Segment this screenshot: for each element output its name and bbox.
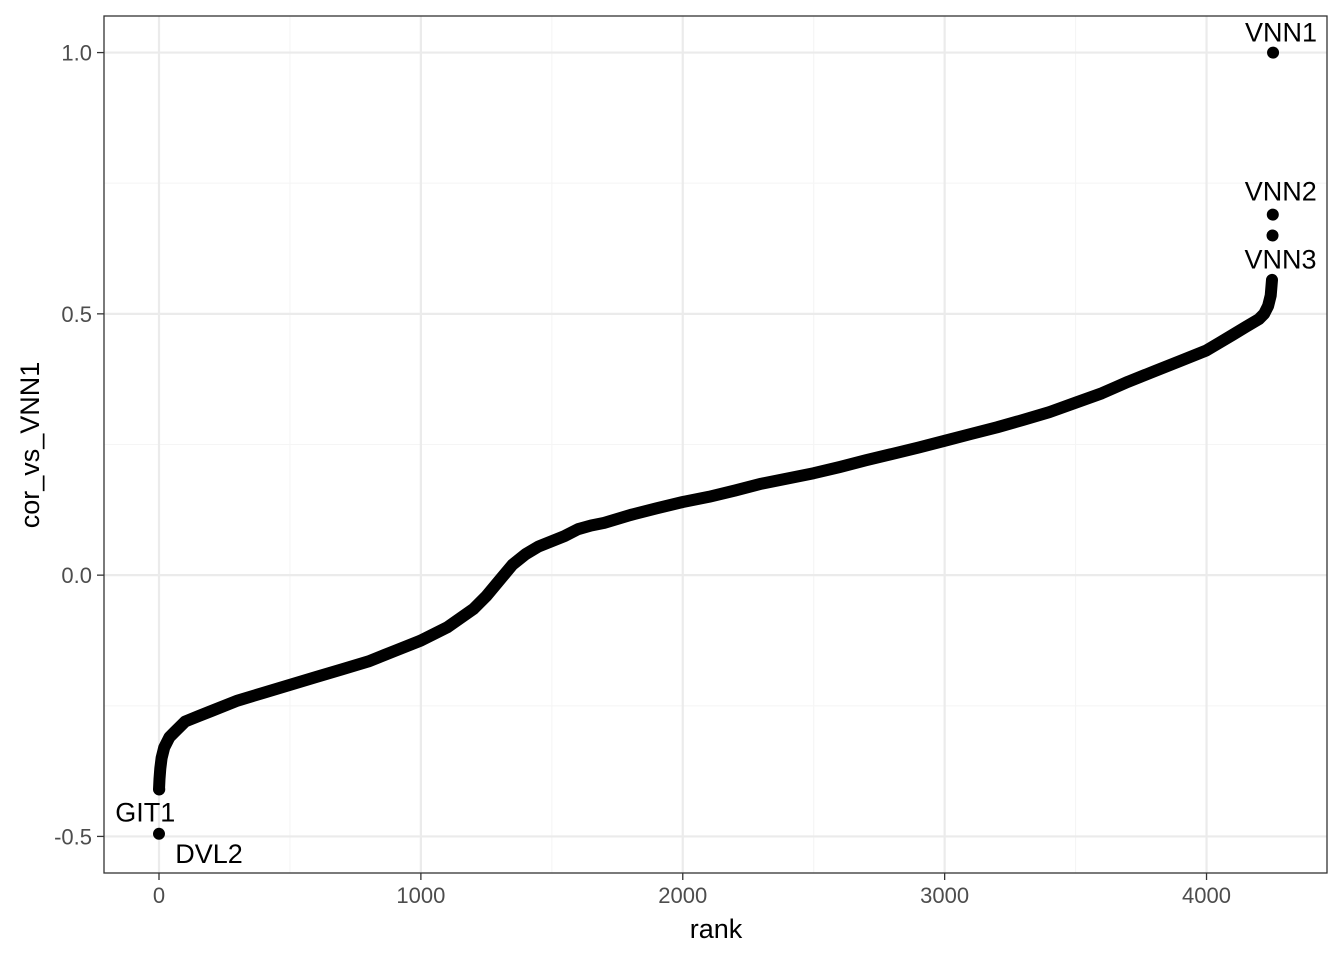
minor-gridlines (104, 16, 1327, 873)
y-tick-label: 0.0 (61, 563, 92, 588)
x-axis: 0 1000 2000 3000 4000 (153, 873, 1231, 908)
point-label-dvl2: DVL2 (175, 839, 243, 869)
data-points (153, 273, 1278, 796)
point-git1 (153, 783, 166, 796)
point-vnn1 (1267, 46, 1280, 59)
y-axis: -0.5 0.0 0.5 1.0 (54, 41, 104, 849)
x-tick-label: 3000 (920, 883, 969, 908)
ranked-points-series (153, 273, 1278, 796)
point-vnn2 (1266, 208, 1279, 221)
y-tick-label: 0.5 (61, 302, 92, 327)
point-label-vnn1: VNN1 (1245, 18, 1317, 48)
point-label-git1: GIT1 (115, 797, 175, 827)
point-label-vnn2: VNN2 (1245, 177, 1317, 207)
y-tick-label: -0.5 (54, 824, 92, 849)
x-axis-title: rank (690, 914, 743, 944)
y-tick-label: 1.0 (61, 41, 92, 66)
highlighted-points (152, 46, 1280, 840)
x-tick-label: 1000 (396, 883, 445, 908)
x-tick-label: 0 (153, 883, 165, 908)
x-tick-label: 4000 (1182, 883, 1231, 908)
point-label-vnn3: VNN3 (1245, 244, 1317, 274)
x-tick-label: 2000 (658, 883, 707, 908)
y-axis-title: cor_vs_VNN1 (15, 362, 45, 529)
point-vnn3 (1266, 229, 1279, 242)
point-dvl2 (152, 827, 165, 840)
panel-border (103, 15, 1328, 874)
